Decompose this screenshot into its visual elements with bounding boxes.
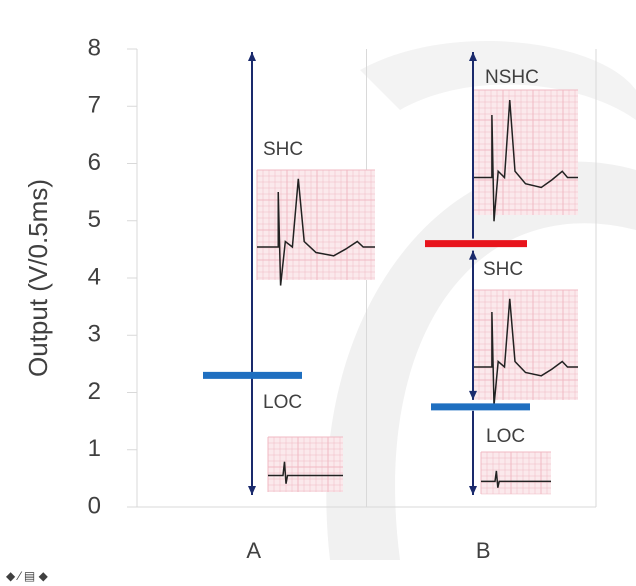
region-label: SHC [263, 139, 303, 160]
ecg-thumbnail [472, 289, 578, 406]
y-tick-label: 3 [88, 321, 101, 348]
nav-icon[interactable]: ◆ ⁄ ▤ ◆ [6, 569, 49, 583]
y-tick-label: 8 [88, 34, 101, 61]
ecg-thumbnail [256, 169, 375, 286]
nav-icons[interactable]: ◆ ⁄ ▤ ◆ [6, 569, 49, 583]
y-tick-label: 6 [88, 149, 101, 176]
ecg-paper [481, 452, 551, 494]
watermark [360, 41, 636, 120]
x-tick-label: B [476, 538, 491, 563]
ecg-trace [257, 178, 375, 286]
ecg-paper [473, 290, 578, 400]
arrow-head [469, 52, 477, 61]
y-tick-label: 1 [88, 435, 101, 462]
ecg-thumbnail [472, 89, 578, 222]
ecg-paper [257, 170, 375, 280]
y-tick-label: 4 [88, 263, 101, 290]
region-label: LOC [263, 392, 302, 413]
arrow-head [248, 52, 256, 61]
y-tick-label: 2 [88, 378, 101, 405]
arrow-head [469, 486, 477, 495]
arrow-head [469, 390, 477, 400]
ecg-trace [268, 461, 343, 484]
ecg-trace [481, 470, 551, 488]
arrow-head [248, 486, 256, 495]
arrow-head [469, 250, 477, 260]
ecg-paper [268, 437, 343, 492]
region-label: NSHC [485, 67, 539, 88]
y-tick-label: 5 [88, 206, 101, 233]
region-label: LOC [486, 426, 525, 447]
ecg-thumbnail [267, 436, 343, 492]
ecg-thumbnail [480, 451, 551, 495]
ecg-trace [473, 298, 578, 406]
y-tick-label: 7 [88, 92, 101, 119]
y-tick-label: 0 [88, 492, 101, 519]
ecg-paper [473, 90, 578, 215]
x-tick-label: A [246, 538, 261, 563]
y-axis-label: Output (V/0.5ms) [23, 179, 53, 377]
watermark [326, 161, 636, 560]
ecg-trace [473, 99, 578, 222]
region-label: SHC [483, 259, 523, 280]
